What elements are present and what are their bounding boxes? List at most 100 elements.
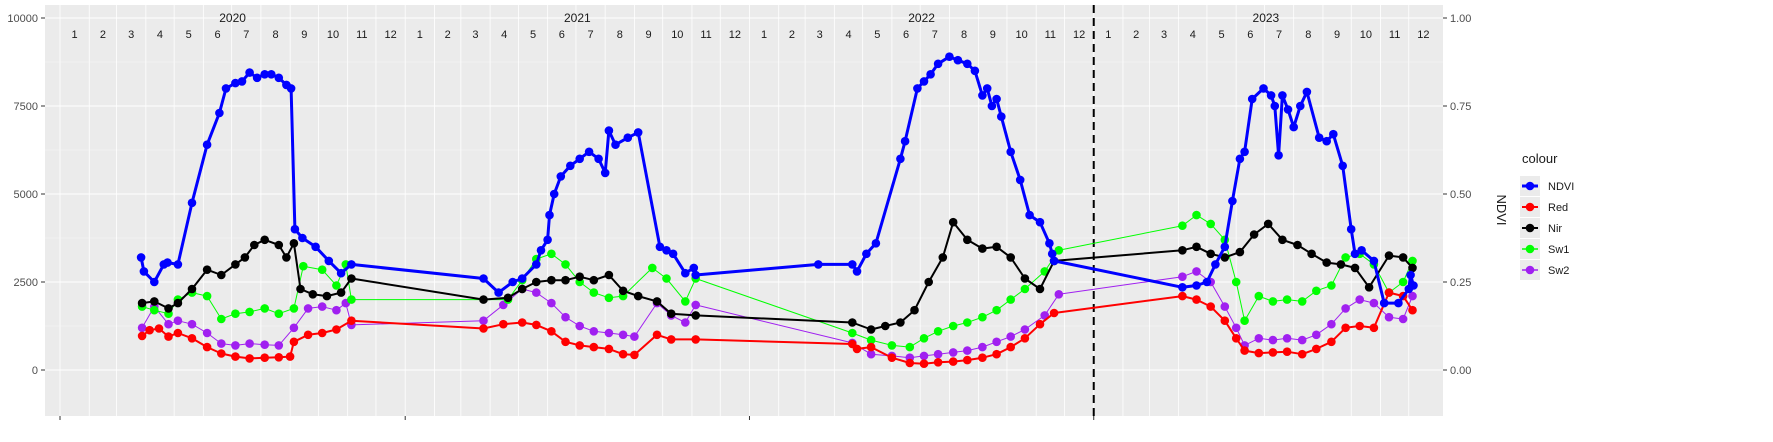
data-point-ndvi (1322, 136, 1331, 146)
data-point-nir (1322, 258, 1331, 267)
data-point-sw1 (662, 274, 671, 283)
month-label: 10 (1015, 29, 1027, 41)
data-point-sw1 (1020, 284, 1030, 294)
month-label: 4 (501, 29, 507, 41)
data-point-red (1192, 295, 1201, 304)
data-point-sw2 (1006, 332, 1015, 341)
data-point-red (1254, 348, 1264, 358)
data-point-ndvi (997, 112, 1006, 121)
data-point-sw2 (1020, 325, 1030, 334)
data-point-ndvi (347, 260, 356, 269)
data-point-nir (618, 286, 628, 296)
month-label: 6 (903, 29, 909, 41)
month-label: 9 (1334, 29, 1340, 41)
data-point-sw1 (905, 342, 915, 352)
data-point-sw2 (919, 351, 929, 361)
data-point-ndvi (963, 59, 972, 69)
data-point-sw2 (137, 323, 147, 333)
data-point-sw2 (1054, 290, 1064, 299)
series-line-sw2 (141, 270, 1413, 359)
data-point-ndvi (517, 274, 527, 283)
data-point-ndvi (1035, 217, 1045, 227)
data-point-nir (503, 293, 513, 303)
data-point-ndvi (1289, 122, 1298, 132)
data-point-sw1 (1206, 219, 1215, 229)
data-point-ndvi (245, 68, 254, 77)
data-point-nir (1235, 247, 1245, 257)
year-label: 2021 (564, 11, 591, 25)
data-point-red (630, 350, 639, 360)
data-point-ndvi (1302, 87, 1312, 97)
month-label: 12 (1073, 29, 1085, 41)
data-point-red (1327, 337, 1336, 347)
data-point-ndvi (260, 70, 270, 79)
data-point-nir (691, 311, 700, 320)
data-point-ndvi (1228, 196, 1237, 206)
month-label: 7 (932, 29, 938, 41)
data-point-red (1035, 319, 1045, 329)
data-point-ndvi (1240, 147, 1249, 157)
month-label: 2 (1133, 29, 1139, 41)
data-point-sw1 (1282, 295, 1292, 304)
month-label: 7 (587, 29, 593, 41)
data-point-ndvi (1357, 246, 1366, 255)
data-point-ndvi (1259, 84, 1268, 93)
data-point-nir (1035, 284, 1045, 294)
data-point-ndvi (173, 260, 183, 269)
data-point-red (575, 341, 584, 350)
data-point-sw1 (1240, 316, 1249, 326)
legend-item-sw2: Sw2 (1520, 260, 1569, 280)
data-point-sw2 (618, 330, 628, 340)
data-point-red (1049, 308, 1059, 318)
data-point-red (317, 328, 327, 338)
data-point-ndvi (862, 249, 871, 259)
data-point-sw1 (217, 314, 226, 324)
month-label: 7 (243, 29, 249, 41)
data-point-ndvi (611, 140, 620, 149)
data-point-red (1220, 316, 1230, 326)
data-point-sw2 (1192, 267, 1201, 276)
data-point-nir (1293, 240, 1302, 250)
legend-key-point (1525, 202, 1535, 212)
data-point-sw1 (1178, 221, 1187, 230)
data-point-nir (1249, 230, 1259, 239)
legend-label: Nir (1548, 223, 1562, 235)
series-sw1 (137, 210, 1417, 352)
data-point-sw1 (604, 293, 614, 303)
legend-label: Red (1548, 202, 1568, 214)
data-point-nir (164, 304, 173, 313)
left-axis-tick-label: 0 (32, 365, 38, 377)
data-point-sw1 (1231, 277, 1241, 287)
month-label: 1 (761, 29, 767, 41)
data-point-ndvi (1274, 151, 1283, 160)
data-point-ndvi (814, 260, 823, 269)
data-point-ndvi (896, 154, 905, 164)
month-label: 10 (327, 29, 339, 41)
left-axis-tick-label: 5000 (14, 189, 38, 201)
month-label: 12 (729, 29, 741, 41)
data-point-sw2 (1220, 302, 1230, 311)
data-point-red (289, 337, 299, 347)
data-point-nir (347, 274, 356, 283)
data-point-nir (575, 272, 584, 282)
month-label: 8 (961, 29, 967, 41)
data-point-sw2 (532, 288, 541, 297)
data-point-sw1 (260, 304, 270, 313)
data-point-ndvi (231, 78, 240, 88)
data-point-nir (589, 275, 599, 285)
data-point-sw2 (479, 316, 488, 326)
data-point-red (137, 331, 147, 341)
series-layer (136, 52, 1418, 369)
data-point-ndvi (1379, 298, 1389, 308)
data-point-sw1 (1327, 281, 1336, 290)
data-point-red (532, 320, 541, 330)
data-point-ndvi (336, 268, 346, 278)
data-point-ndvi (1006, 147, 1015, 157)
data-point-ndvi (549, 189, 559, 199)
data-point-ndvi (668, 249, 678, 259)
month-label: 12 (1417, 29, 1429, 41)
data-point-sw2 (1341, 304, 1350, 313)
month-label: 5 (186, 29, 192, 41)
data-point-red (217, 349, 226, 358)
data-point-sw1 (1254, 291, 1264, 301)
